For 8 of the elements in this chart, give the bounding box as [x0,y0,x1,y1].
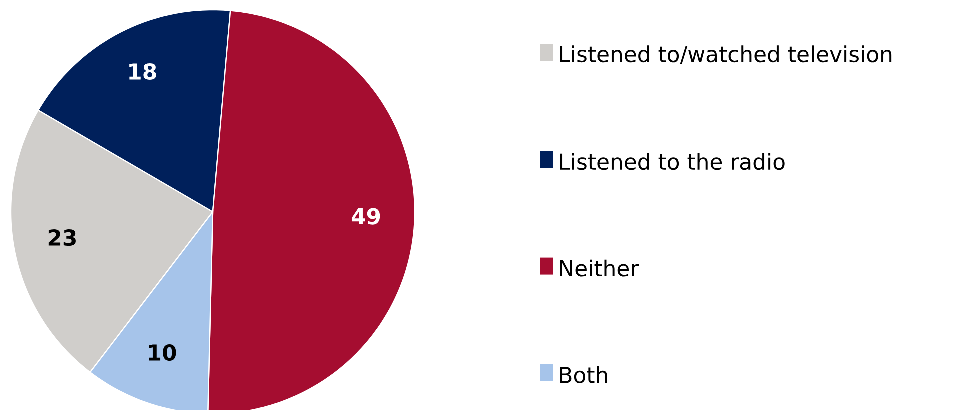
legend-label: Both [560,366,608,384]
legend-label: Listened to/watched television [560,46,892,64]
legend-label: Listened to the radio [560,153,785,170]
legend-label: Neither [560,260,640,277]
data-label: 23 [48,230,76,246]
data-label: 10 [149,344,176,362]
data-label: 18 [130,63,156,80]
data-label: 49 [352,208,380,225]
